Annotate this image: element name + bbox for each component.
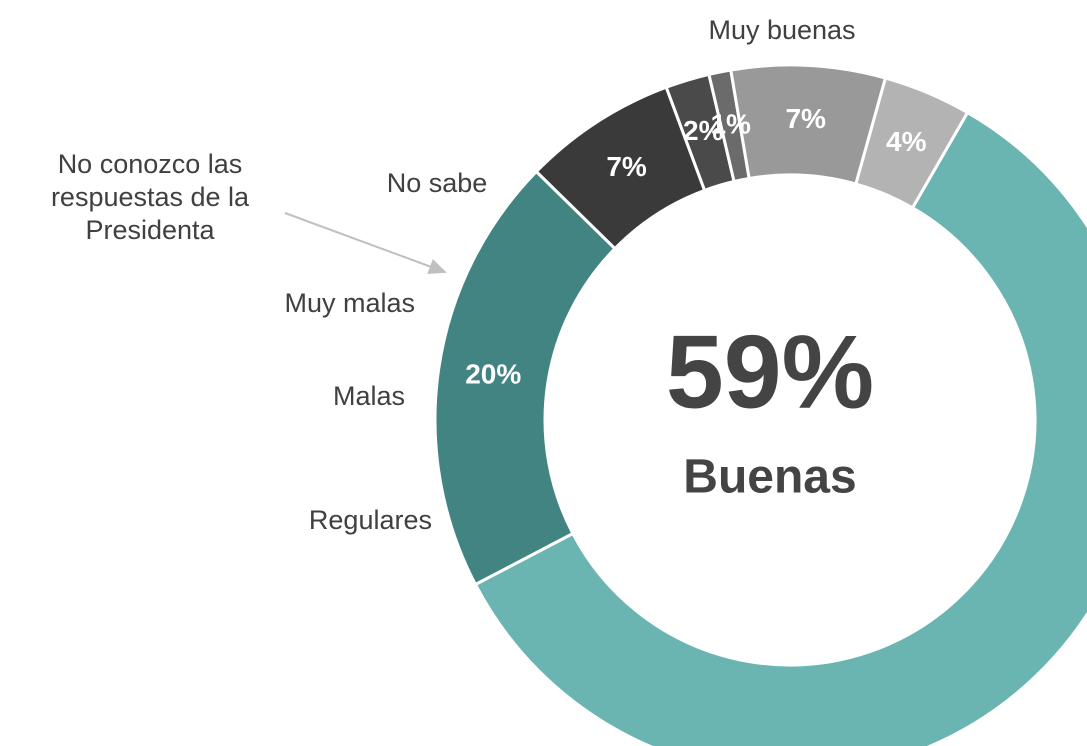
center-value: 59% bbox=[666, 314, 874, 430]
value-label: 7% bbox=[606, 151, 647, 182]
category-label: Regulares bbox=[309, 505, 432, 535]
value-label: 20% bbox=[465, 359, 521, 390]
category-label: No sabe bbox=[387, 168, 488, 198]
category-label: Malas bbox=[333, 381, 405, 411]
category-label: Muy malas bbox=[284, 288, 415, 318]
center-label: Buenas bbox=[683, 451, 856, 504]
donut-segment bbox=[433, 169, 618, 587]
donut-segment bbox=[473, 110, 1087, 746]
category-label: No conozco las respuestas de la Presiden… bbox=[50, 149, 250, 245]
value-label: 1% bbox=[710, 108, 751, 139]
value-label: 2% bbox=[683, 115, 724, 146]
value-label: 4% bbox=[886, 126, 927, 157]
donut-segment bbox=[854, 76, 970, 210]
category-label: Muy buenas bbox=[708, 15, 855, 45]
value-label: 7% bbox=[785, 103, 826, 134]
leader-arrow bbox=[284, 212, 447, 274]
